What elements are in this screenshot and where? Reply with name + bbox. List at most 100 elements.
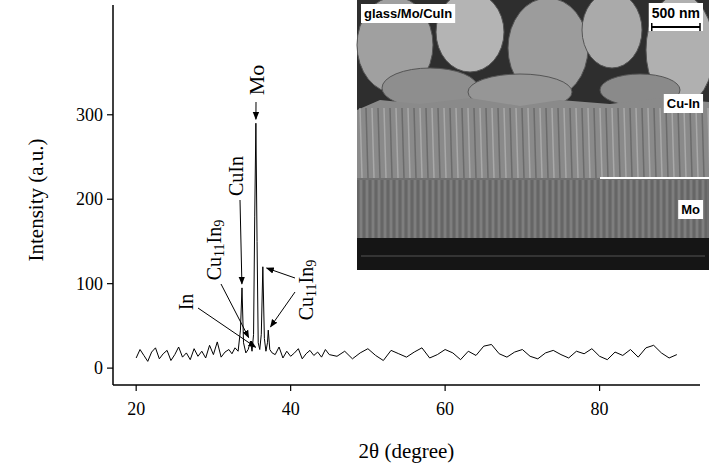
inset-title-box bbox=[361, 4, 455, 23]
inset-texture bbox=[487, 180, 488, 238]
x-tick bbox=[290, 385, 291, 391]
inset-texture bbox=[378, 108, 380, 178]
inset-texture bbox=[612, 108, 614, 178]
scale-bar bbox=[652, 26, 700, 28]
inset-texture bbox=[451, 180, 452, 238]
inset-texture bbox=[640, 180, 641, 238]
inset-texture bbox=[450, 108, 452, 178]
inset-texture bbox=[576, 108, 578, 178]
y-tick-label: 100 bbox=[76, 274, 103, 294]
inset-texture bbox=[684, 108, 686, 178]
inset-texture bbox=[673, 180, 674, 238]
inset-texture bbox=[433, 180, 434, 238]
inset-texture bbox=[462, 108, 464, 178]
inset-texture bbox=[388, 180, 389, 238]
inset-texture bbox=[708, 108, 709, 178]
inset-texture bbox=[528, 108, 530, 178]
inset-texture bbox=[484, 180, 485, 238]
annotation-arrow bbox=[198, 308, 256, 347]
inset-texture bbox=[586, 180, 587, 238]
text-run: In bbox=[295, 267, 317, 284]
inset-texture bbox=[618, 108, 620, 178]
inset-texture bbox=[652, 180, 653, 238]
inset-texture bbox=[376, 180, 377, 238]
inset-texture bbox=[565, 180, 566, 238]
subscript: 11 bbox=[212, 243, 227, 256]
inset-texture bbox=[517, 180, 518, 238]
inset-texture bbox=[510, 108, 512, 178]
inset-texture bbox=[664, 180, 665, 238]
inset-texture bbox=[534, 108, 536, 178]
inset-texture bbox=[367, 180, 368, 238]
inset-texture bbox=[613, 180, 614, 238]
inset-texture bbox=[654, 108, 656, 178]
inset-texture bbox=[516, 108, 518, 178]
inset-texture bbox=[480, 108, 482, 178]
x-tick bbox=[599, 385, 600, 391]
inset-texture bbox=[604, 180, 605, 238]
inset-texture bbox=[414, 108, 416, 178]
inset-texture bbox=[624, 108, 626, 178]
annotation-arrow bbox=[255, 102, 256, 119]
text-run: Mo bbox=[244, 65, 269, 96]
inset-texture bbox=[469, 180, 470, 238]
inset-texture bbox=[625, 180, 626, 238]
annotation-arrow bbox=[240, 200, 242, 284]
inset-texture bbox=[532, 180, 533, 238]
inset-texture bbox=[358, 180, 359, 238]
inset-texture bbox=[475, 180, 476, 238]
annotation-label: CuIn bbox=[225, 156, 247, 196]
inset-texture bbox=[514, 180, 515, 238]
inset-texture bbox=[403, 180, 404, 238]
inset-texture bbox=[634, 180, 635, 238]
background bbox=[0, 0, 709, 474]
inset-texture bbox=[448, 180, 449, 238]
text-run: In bbox=[175, 294, 197, 311]
inset-texture bbox=[526, 180, 527, 238]
y-axis-title: Intensity (a.u.) bbox=[24, 138, 48, 261]
inset-texture bbox=[610, 180, 611, 238]
inset-texture bbox=[463, 180, 464, 238]
inset-texture bbox=[508, 180, 509, 238]
inset-texture bbox=[474, 108, 476, 178]
scale-bar-end bbox=[699, 23, 701, 31]
inset-texture bbox=[424, 180, 425, 238]
inset-title: glass/Mo/CuIn bbox=[364, 6, 452, 21]
inset-texture bbox=[670, 180, 671, 238]
inset-texture bbox=[364, 180, 365, 238]
inset-layer-label: Cu-In bbox=[667, 96, 700, 111]
inset-boundary bbox=[600, 177, 709, 179]
inset-texture bbox=[466, 180, 467, 238]
y-tick-label: 200 bbox=[76, 189, 103, 209]
inset-texture bbox=[370, 180, 371, 238]
inset-texture bbox=[505, 180, 506, 238]
inset-layer-label-box bbox=[664, 94, 703, 113]
inset-texture bbox=[432, 108, 434, 178]
inset-texture bbox=[564, 108, 566, 178]
inset-texture bbox=[595, 180, 596, 238]
inset-texture bbox=[568, 180, 569, 238]
inset-texture bbox=[630, 108, 632, 178]
inset-texture bbox=[520, 180, 521, 238]
inset-texture bbox=[546, 108, 548, 178]
inset-texture bbox=[601, 180, 602, 238]
inset-texture bbox=[702, 108, 704, 178]
inset-texture bbox=[598, 180, 599, 238]
inset-texture bbox=[478, 180, 479, 238]
inset-texture bbox=[619, 180, 620, 238]
y-tick bbox=[107, 114, 113, 115]
scale-bar-box bbox=[649, 23, 703, 31]
inset-texture bbox=[391, 180, 392, 238]
inset-texture bbox=[472, 180, 473, 238]
inset-texture bbox=[382, 180, 383, 238]
inset-texture bbox=[496, 180, 497, 238]
inset-texture bbox=[594, 108, 596, 178]
inset-texture bbox=[499, 180, 500, 238]
inset-texture bbox=[468, 108, 470, 178]
inset-texture bbox=[582, 108, 584, 178]
inset-texture bbox=[456, 108, 458, 178]
inset-texture bbox=[379, 180, 380, 238]
text-run: In bbox=[203, 227, 225, 244]
inset-texture bbox=[672, 108, 674, 178]
inset-scale-label-box bbox=[649, 3, 703, 23]
